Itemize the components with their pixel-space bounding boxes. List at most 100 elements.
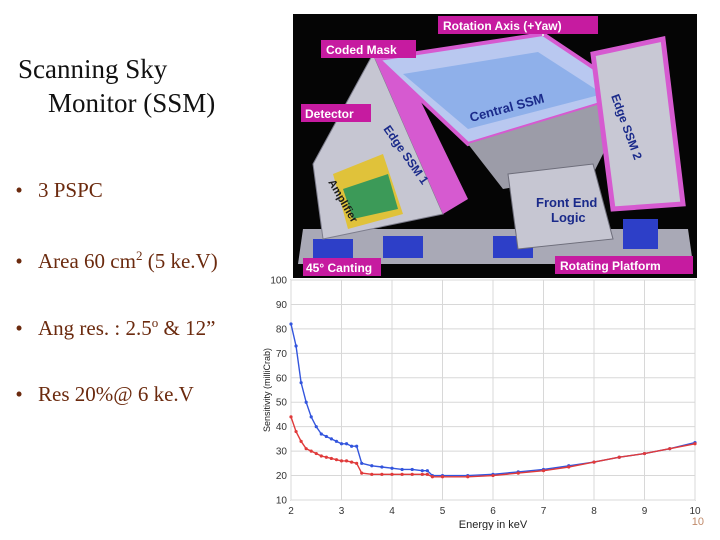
series-point: [370, 464, 374, 468]
bullet-pspc: • 3 PSPC: [0, 178, 103, 203]
series-point: [410, 472, 414, 476]
series-line: [290, 323, 696, 477]
series-point: [309, 449, 313, 453]
x-axis-label: Energy in keV: [459, 519, 528, 530]
series-point: [299, 381, 303, 385]
series-point: [339, 442, 344, 446]
label-rotating-platform: Rotating Platform: [560, 259, 661, 273]
x-tick-label: 7: [541, 506, 547, 517]
bullet-text: Ang res. : 2.5: [38, 316, 152, 340]
series-point: [304, 400, 308, 404]
bullet-marker: •: [15, 382, 23, 406]
series-point: [410, 467, 414, 472]
x-tick-label: 8: [591, 506, 597, 517]
y-axis-label: Sensitivity (milliCrab): [262, 348, 272, 432]
series-point: [344, 459, 349, 463]
platform-panel: [623, 219, 658, 249]
series-point: [390, 466, 394, 470]
y-tick-label: 90: [276, 300, 288, 311]
series-point: [430, 475, 434, 479]
y-tick-label: 30: [276, 447, 288, 458]
series-point: [355, 444, 359, 448]
title-line-1: Scanning Sky: [18, 54, 168, 84]
label-logic: Logic: [551, 210, 586, 225]
bullet-superscript: o: [151, 315, 159, 330]
slide-number: 10: [691, 516, 704, 528]
x-tick-label: 5: [440, 506, 446, 517]
series-point: [516, 471, 520, 475]
series-point: [304, 447, 308, 451]
bullet-tail: & 12”: [158, 316, 216, 340]
series-point: [299, 439, 303, 443]
series-point: [289, 415, 293, 419]
series-point: [420, 472, 424, 476]
x-tick-label: 2: [288, 506, 294, 517]
bullet-superscript: 2: [135, 248, 143, 263]
series-point: [360, 461, 364, 465]
label-detector: Detector: [305, 107, 354, 121]
label-front-end: Front End: [536, 195, 597, 210]
sensitivity-chart: 2 3 4 5 6 7 8 9 10 10 20 30 40 50 60 70 80 90 100 Energy in…: [258, 268, 710, 531]
series-point: [440, 475, 445, 479]
slide-title: Scanning Sky Monitor (SSM): [18, 52, 215, 120]
bullet-marker: •: [15, 249, 23, 273]
y-tick-label: 20: [276, 471, 288, 482]
series-point: [425, 469, 429, 473]
ssm-instrument-image: Rotation Axis (+Yaw) Coded Mask Detector…: [293, 14, 697, 278]
series-point: [380, 465, 384, 469]
series-point: [360, 471, 364, 475]
y-tick-label: 80: [276, 324, 288, 335]
series-point: [617, 455, 621, 459]
label-canting: 45° Canting: [306, 261, 372, 275]
series-point: [289, 322, 293, 326]
bullet-energy-resolution: • Res 20%@ 6 ke.V: [0, 382, 194, 407]
series-point: [425, 472, 429, 476]
series-point: [319, 454, 323, 458]
x-tick-label: 6: [490, 506, 496, 517]
title-line-2: Monitor (SSM): [48, 88, 216, 118]
front-end-logic-box: [507, 163, 614, 250]
x-tick-label: 9: [642, 506, 648, 517]
series-point: [693, 442, 697, 446]
central-ssm-grid: [403, 52, 603, 129]
series-point: [329, 437, 333, 441]
y-tick-label: 40: [276, 422, 288, 433]
platform-panel: [383, 236, 423, 258]
series-point: [314, 451, 318, 456]
series-point: [319, 432, 323, 436]
series-point: [668, 447, 672, 451]
series-point: [314, 425, 318, 429]
series-point: [400, 467, 404, 472]
series-point: [370, 472, 374, 476]
series-point: [400, 472, 404, 476]
bullet-marker: •: [15, 178, 23, 202]
y-tick-label: 10: [276, 496, 288, 507]
series-point: [466, 475, 470, 479]
bullet-text: 3 PSPC: [38, 178, 103, 202]
series-point: [309, 415, 313, 419]
series-point: [390, 472, 394, 476]
platform-panel: [313, 239, 353, 261]
amplifier-board: [343, 174, 398, 219]
series-point: [567, 465, 571, 469]
series-point: [334, 458, 339, 462]
bullet-marker: •: [15, 316, 23, 340]
label-rotation-axis: Rotation Axis (+Yaw): [443, 19, 562, 33]
series-point: [324, 455, 328, 459]
x-tick-label: 10: [689, 506, 701, 517]
series-point: [420, 469, 424, 473]
series-point: [541, 469, 546, 473]
bullet-text: Area 60 cm: [38, 249, 136, 273]
x-tick-label: 4: [389, 506, 395, 517]
series-point: [350, 444, 354, 448]
label-coded-mask: Coded Mask: [326, 43, 397, 57]
series-point: [350, 460, 354, 464]
series-point: [294, 429, 298, 434]
series-point: [339, 459, 344, 463]
edge-ssm-2-shape: [590, 35, 686, 212]
x-tick-label: 3: [339, 506, 345, 517]
bullet-tail: (5 ke.V): [142, 249, 218, 273]
y-tick-label: 100: [270, 276, 287, 287]
bullet-angular-resolution: • Ang res. : 2.5o & 12”: [0, 315, 215, 341]
y-tick-label: 50: [276, 398, 288, 409]
